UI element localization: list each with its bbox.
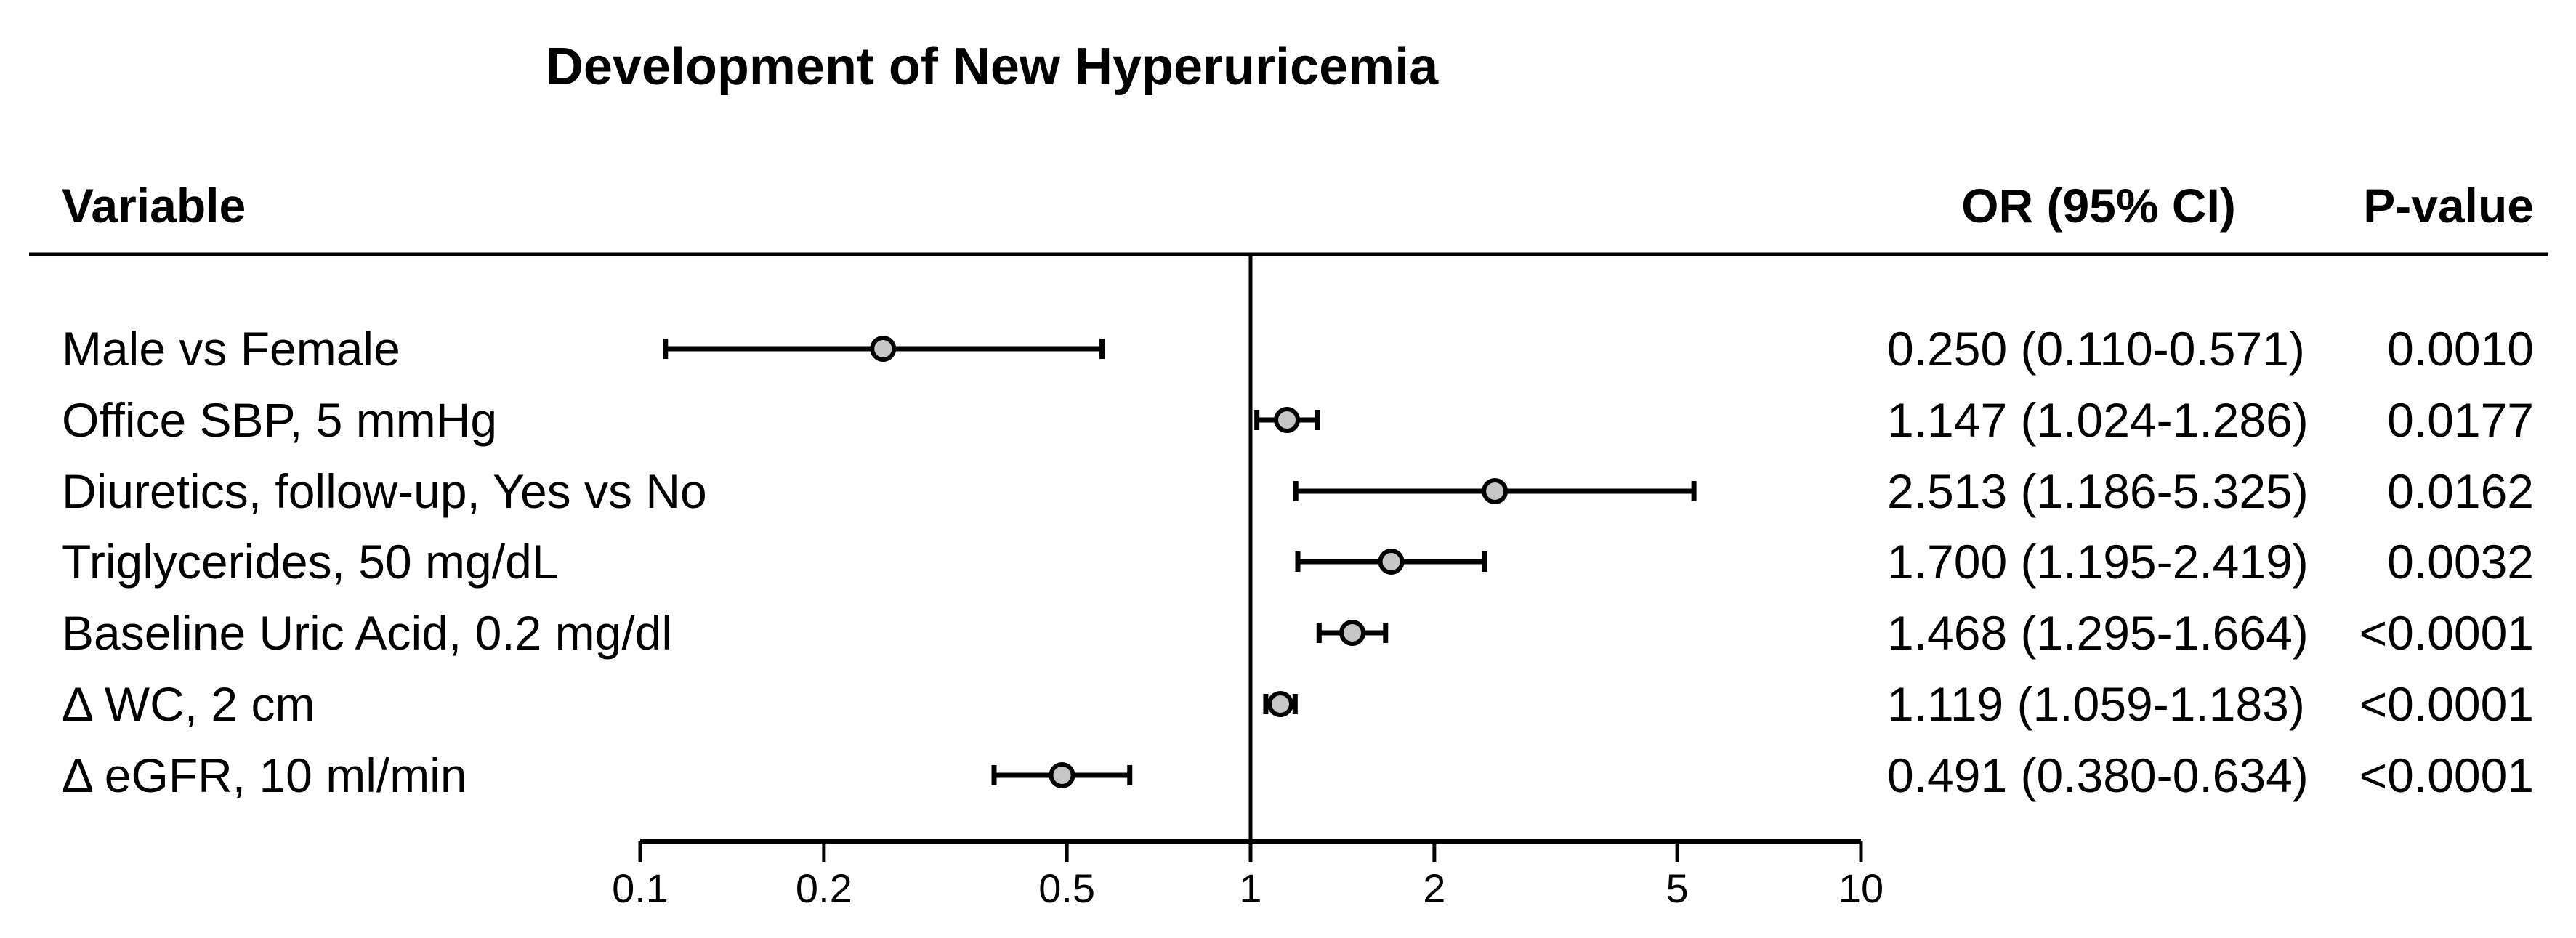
or-marker: [870, 336, 897, 362]
or-marker: [1339, 620, 1366, 646]
row-p-value: <0.0001: [2359, 748, 2534, 802]
row-or-ci-value: 1.147 (1.024-1.286): [1887, 393, 2309, 447]
row-variable-label: Diuretics, follow-up, Yes vs No: [62, 464, 707, 518]
row-variable-label: Triglycerides, 50 mg/dL: [62, 535, 559, 589]
or-marker: [1482, 478, 1509, 504]
axis-tick-label: 5: [1666, 865, 1689, 911]
axis-tick-label: 0.5: [1038, 865, 1095, 911]
row-p-value: 0.0010: [2387, 322, 2534, 376]
or-marker: [1378, 549, 1405, 575]
axis-tick-label: 0.2: [796, 865, 852, 911]
or-marker: [1274, 407, 1301, 433]
axis-tick-label: 10: [1838, 865, 1883, 911]
row-variable-label: Male vs Female: [62, 322, 400, 376]
row-variable-label: Office SBP, 5 mmHg: [62, 393, 498, 447]
axis-tick-label: 1: [1239, 865, 1261, 911]
figure-title: Development of New Hyperuricemia: [545, 38, 1439, 96]
row-or-ci-value: 2.513 (1.186-5.325): [1887, 464, 2309, 518]
row-p-value: 0.0177: [2387, 393, 2534, 447]
row-variable-label: Δ eGFR, 10 ml/min: [62, 748, 467, 802]
row-or-ci-value: 1.468 (1.295-1.664): [1887, 606, 2309, 660]
row-p-value: <0.0001: [2359, 677, 2534, 731]
column-header-p-value: P-value: [2363, 179, 2534, 233]
column-header-or-ci: OR (95% CI): [1961, 179, 2236, 233]
or-marker: [1267, 691, 1294, 717]
row-or-ci-value: 1.700 (1.195-2.419): [1887, 535, 2309, 589]
axis-tick-label: 0.1: [612, 865, 669, 911]
row-variable-label: Baseline Uric Acid, 0.2 mg/dl: [62, 606, 673, 660]
row-p-value: 0.0162: [2387, 464, 2534, 518]
or-marker: [1049, 762, 1075, 788]
row-or-ci-value: 0.491 (0.380-0.634): [1887, 748, 2309, 802]
row-p-value: 0.0032: [2387, 535, 2534, 589]
row-or-ci-value: 0.250 (0.110-0.571): [1887, 322, 2305, 376]
row-p-value: <0.0001: [2359, 606, 2534, 660]
row-variable-label: Δ WC, 2 cm: [62, 677, 315, 731]
axis-tick-label: 2: [1423, 865, 1445, 911]
column-header-variable: Variable: [62, 179, 246, 233]
row-or-ci-value: 1.119 (1.059-1.183): [1887, 677, 2305, 731]
